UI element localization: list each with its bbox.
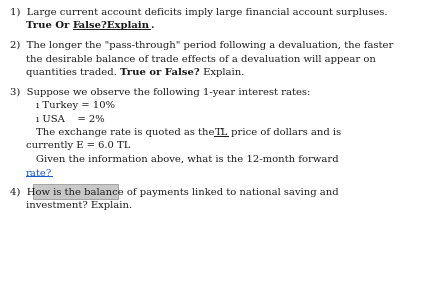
Text: the desirable balance of trade effects of a devaluation will appear on: the desirable balance of trade effects o… (26, 54, 376, 63)
Text: 1)  Large current account deficits imply large financial account surpluses.: 1) Large current account deficits imply … (10, 8, 387, 17)
FancyBboxPatch shape (33, 184, 118, 199)
Text: quantities traded.: quantities traded. (26, 68, 120, 77)
Text: Explain.: Explain. (200, 68, 244, 77)
Text: 3)  Suppose we observe the following 1-year interest rates:: 3) Suppose we observe the following 1-ye… (10, 88, 310, 97)
Text: 4)  How is the balance of payments linked to national saving and: 4) How is the balance of payments linked… (10, 188, 338, 197)
Text: price of dollars and is: price of dollars and is (228, 128, 341, 137)
Text: The exchange rate is quoted as the: The exchange rate is quoted as the (36, 128, 214, 137)
Text: False?Explain: False?Explain (73, 22, 150, 30)
Text: investment? Explain.: investment? Explain. (26, 202, 132, 210)
Text: rate?: rate? (26, 169, 52, 178)
Text: ı USA    = 2%: ı USA = 2% (36, 115, 105, 123)
Text: .: . (150, 22, 153, 30)
Text: 2)  The longer the "pass-through" period following a devaluation, the faster: 2) The longer the "pass-through" period … (10, 41, 393, 50)
Text: ı Turkey = 10%: ı Turkey = 10% (36, 101, 115, 110)
Text: True Or: True Or (26, 22, 73, 30)
Text: Given the information above, what is the 12-month forward: Given the information above, what is the… (36, 155, 338, 164)
Text: TL: TL (214, 128, 228, 137)
Text: currently E = 6.0 TL: currently E = 6.0 TL (26, 141, 130, 150)
Text: True or False?: True or False? (120, 68, 200, 77)
